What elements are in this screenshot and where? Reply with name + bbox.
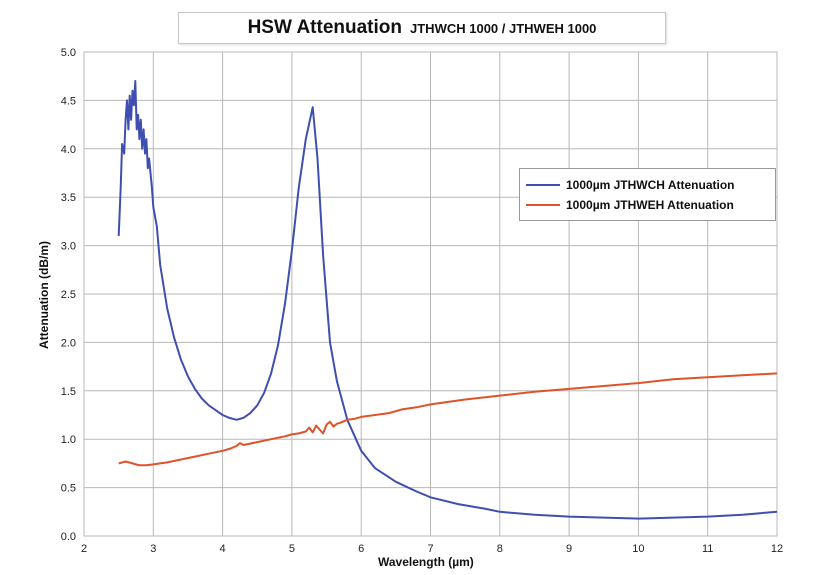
x-tick-labels: 2 3 4 5 6 7 8 9 10 11 12 [81, 543, 783, 555]
x-tick-label: 2 [81, 543, 87, 555]
y-tick-label: 5.0 [61, 47, 76, 59]
x-tick-label: 8 [497, 543, 503, 555]
legend-swatch-jthwch [526, 184, 560, 186]
x-tick-label: 10 [632, 543, 644, 555]
x-tick-label: 12 [771, 543, 783, 555]
x-tick-label: 9 [566, 543, 572, 555]
y-tick-label: 2.5 [61, 289, 76, 301]
x-tick-label: 6 [358, 543, 364, 555]
y-tick-label: 4.0 [61, 144, 76, 156]
y-tick-label: 0.5 [61, 483, 76, 495]
chart-subtitle: JTHWCH 1000 / JTHWEH 1000 [410, 20, 597, 36]
legend-item-jthweh: 1000µm JTHWEH Attenuation [526, 195, 769, 215]
legend-label-jthweh: 1000µm JTHWEH Attenuation [566, 198, 734, 212]
y-tick-label: 1.5 [61, 386, 76, 398]
x-tick-label: 11 [702, 543, 713, 555]
chart-title: HSW Attenuation [247, 17, 403, 38]
x-tick-label: 5 [289, 543, 295, 555]
y-tick-label: 0.0 [61, 531, 76, 543]
series-line-jthwch [117, 80, 778, 520]
legend: 1000µm JTHWCH Attenuation 1000µm JTHWEH … [519, 168, 776, 221]
series-line-jthweh [118, 372, 778, 467]
legend-label-jthwch: 1000µm JTHWCH Attenuation [566, 178, 735, 192]
y-tick-label: 2.0 [61, 337, 76, 349]
y-tick-label: 3.0 [61, 241, 76, 253]
series-lines [117, 80, 778, 520]
legend-item-jthwch: 1000µm JTHWCH Attenuation [526, 175, 769, 195]
y-tick-label: 3.5 [61, 192, 76, 204]
y-tick-label: 1.0 [61, 434, 76, 446]
x-tick-label: 3 [150, 543, 156, 555]
x-tick-label: 4 [220, 543, 226, 555]
y-tick-label: 4.5 [61, 95, 76, 107]
legend-swatch-jthweh [526, 204, 560, 206]
x-tick-label: 7 [427, 543, 433, 555]
grid [83, 51, 778, 537]
y-axis-label: Attenuation (dB/m) [37, 241, 51, 349]
y-tick-labels: 0.0 0.5 1.0 1.5 2.0 2.5 3.0 3.5 4.0 4.5 5.0 [61, 47, 76, 543]
chart-title-box: HSW Attenuation JTHWCH 1000 / JTHWEH 100… [178, 12, 666, 44]
x-axis-label: Wavelength (µm) [378, 555, 474, 569]
